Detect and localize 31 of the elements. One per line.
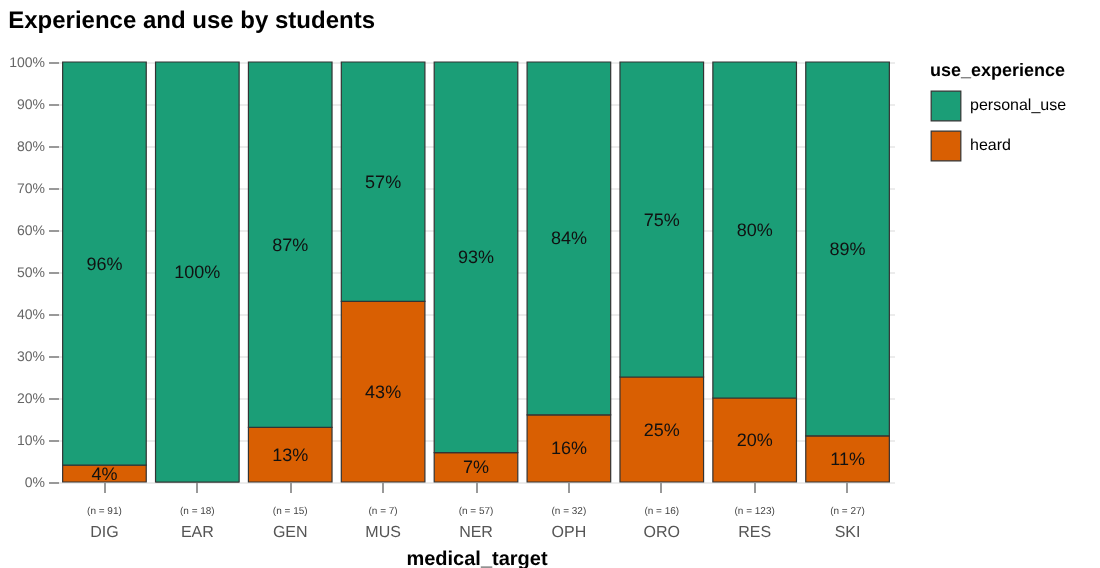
data-label: 13% [272, 444, 309, 465]
x-tick-label: MUS [365, 523, 401, 541]
legend-label: heard [970, 136, 1011, 154]
x-tick-label: EAR [180, 523, 215, 541]
data-label: 93% [457, 247, 495, 268]
x-tick-label: ORO [643, 523, 681, 541]
x-tick-label: DIG [90, 523, 119, 541]
data-label: 84% [550, 228, 587, 249]
legend-title: use_experience [930, 60, 1066, 80]
data-label: 80% [736, 220, 773, 240]
data-label: 25% [643, 419, 680, 440]
data-label: 16% [550, 438, 587, 459]
data-label: 96% [86, 253, 123, 274]
data-label: 100% [174, 262, 221, 282]
x-tick-label: OPH [551, 523, 587, 541]
data-label: 43% [365, 381, 402, 402]
bar [154, 61, 240, 483]
data-label: 11% [830, 448, 865, 469]
data-label: 7% [462, 457, 490, 478]
x-tick-label: RES [738, 523, 772, 541]
data-label: 20% [736, 430, 773, 450]
data-label: 87% [272, 234, 309, 255]
data-label: 57% [365, 171, 402, 192]
data-label: 75% [643, 209, 680, 230]
chart-title: Experience and use by students [8, 6, 376, 34]
x-tick-label: SKI [834, 523, 861, 541]
data-label: 89% [829, 238, 866, 259]
x-tick-label: NER [459, 523, 494, 541]
x-tick-label: GEN [272, 523, 308, 541]
data-label: 4% [91, 463, 118, 484]
legend-label: personal_use [970, 96, 1068, 114]
